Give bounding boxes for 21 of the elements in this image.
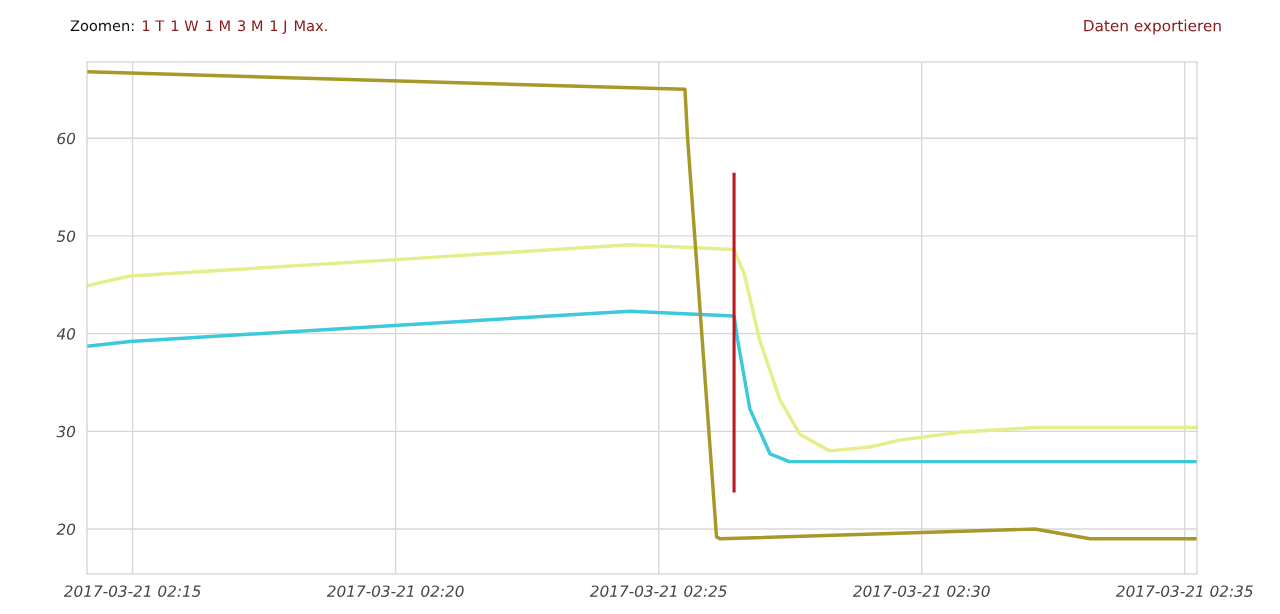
y-tick-label: 20 bbox=[56, 523, 76, 536]
y-tick-label: 30 bbox=[56, 425, 76, 438]
x-tick-label: 2017-03-21 02:30 bbox=[852, 585, 990, 597]
y-tick-label: 60 bbox=[57, 132, 76, 145]
x-tick-label: 2017-03-21 02:20 bbox=[326, 585, 464, 597]
text: Zoomen: bbox=[70, 20, 134, 32]
y-tick-label: 40 bbox=[56, 328, 76, 340]
line-series bbox=[87, 70, 1197, 541]
text: 1 M bbox=[206, 20, 230, 32]
text: Max. bbox=[294, 20, 327, 32]
text: Daten exportieren bbox=[1084, 19, 1221, 35]
text: 1 W bbox=[171, 20, 199, 32]
x-tick-label: 2017-03-21 02:35 bbox=[1115, 585, 1253, 597]
line-series bbox=[87, 242, 1197, 453]
y-tick-label: 50 bbox=[56, 230, 76, 242]
x-tick-label: 2017-03-21 02:25 bbox=[589, 585, 727, 597]
x-tick-label: 2017-03-21 02:15 bbox=[63, 585, 201, 597]
text: 1 T bbox=[142, 20, 165, 32]
text: 3 M bbox=[238, 20, 263, 32]
text: 1 J bbox=[270, 20, 287, 34]
line-series bbox=[87, 309, 1197, 464]
